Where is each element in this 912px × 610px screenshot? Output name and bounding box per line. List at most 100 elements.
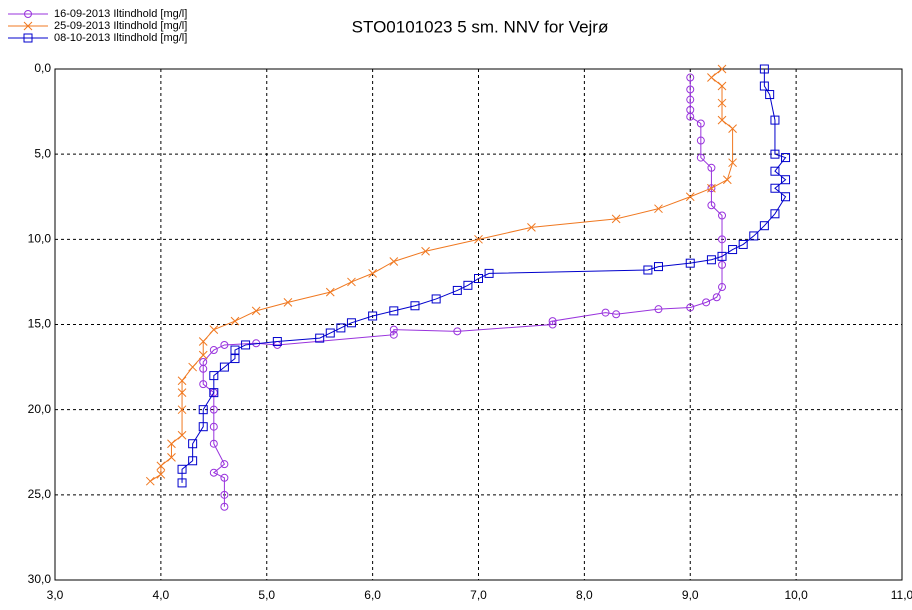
y-tick-label: 10,0 [28,232,52,246]
marker [188,362,197,372]
marker [717,64,727,74]
marker [145,476,155,486]
marker [421,246,430,256]
marker [770,115,780,125]
marker [177,478,187,488]
marker [696,136,705,145]
legend-label: 08-10-2013 Iltindhold [mg/l] [54,32,187,44]
x-tick-label: 6,0 [364,588,381,602]
marker [717,81,727,91]
legend-label: 25-09-2013 Iltindhold [mg/l] [54,20,187,32]
series-line [202,77,723,507]
x-tick-label: 11,0 [891,588,912,602]
chart-title: STO0101023 5 sm. NNV for Vejrø [352,17,609,36]
marker [167,453,176,462]
marker [209,405,218,414]
marker [220,340,229,349]
marker [474,274,483,284]
marker [717,251,727,261]
marker [706,255,716,265]
series-line [150,68,734,482]
marker [336,323,346,333]
marker [220,502,229,511]
marker [728,124,737,133]
x-tick-label: 9,0 [682,588,699,602]
marker [453,327,462,336]
marker [188,439,198,449]
marker [686,73,695,82]
marker [685,258,695,268]
marker [707,201,716,210]
marker [718,211,727,220]
marker [209,422,218,431]
marker [718,283,727,292]
marker [315,333,325,343]
marker [722,175,732,185]
marker [198,405,208,415]
marker [209,346,218,355]
marker [696,119,705,128]
marker [654,204,663,214]
marker [220,473,229,482]
marker [209,325,219,334]
legend-marker [24,10,32,18]
marker [474,234,483,244]
marker [209,371,219,381]
x-tick-label: 4,0 [153,588,170,602]
marker [230,354,240,364]
marker [686,85,695,94]
marker [484,268,494,278]
marker [685,192,695,202]
marker [611,214,621,224]
marker [718,235,727,244]
marker [718,260,727,269]
marker [643,265,653,275]
marker [346,318,356,328]
marker [686,303,695,312]
y-tick-label: 0,0 [34,61,51,75]
y-tick-label: 15,0 [28,317,52,331]
marker [198,422,208,432]
x-tick-label: 10,0 [784,588,808,602]
marker [653,262,663,272]
marker [548,320,557,329]
marker [759,221,769,231]
marker [452,285,462,295]
marker [325,287,335,297]
marker [601,308,610,317]
marker [527,223,536,232]
marker [712,293,721,302]
marker [220,490,229,499]
marker [654,305,663,314]
marker [389,330,398,339]
legend-marker [23,21,33,31]
marker [463,280,473,290]
marker [759,81,769,91]
marker [389,257,399,266]
marker [177,464,187,474]
marker [230,316,240,326]
marker [209,468,218,477]
marker [156,461,166,471]
marker [781,153,791,163]
marker [241,340,251,350]
marker [728,158,737,168]
marker [199,380,208,389]
y-tick-label: 25,0 [28,487,52,501]
marker [177,388,187,397]
marker [199,364,208,373]
marker [686,112,695,121]
marker [770,149,780,159]
marker [770,166,780,176]
marker [177,430,187,440]
marker [209,388,219,398]
marker [251,306,261,316]
marker [717,115,727,125]
legend-marker [23,33,33,43]
marker [696,153,705,162]
marker [410,301,420,311]
marker [325,328,335,338]
marker [707,183,716,193]
x-tick-label: 7,0 [470,588,487,602]
marker [770,209,780,219]
